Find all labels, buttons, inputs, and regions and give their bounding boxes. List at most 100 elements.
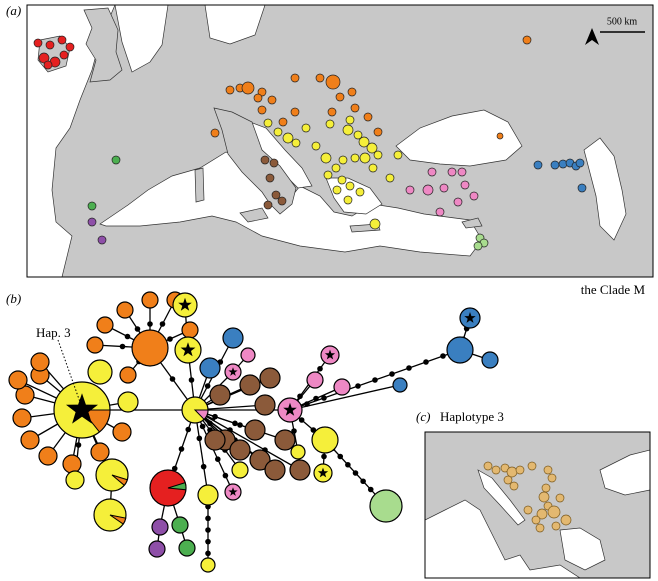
site [311,141,321,151]
site [427,167,437,177]
haplotype [181,321,199,339]
annotation: Hap. 3 [36,325,71,340]
site [577,183,587,193]
site [350,153,360,163]
haplotype [65,470,85,490]
mutation-step [159,321,166,327]
site [337,175,347,185]
caption: the Clade M [581,282,646,297]
site [373,127,383,137]
site [332,185,342,195]
site [355,187,365,197]
star [228,367,238,376]
edge [194,409,234,493]
haplotype [131,329,169,367]
site [560,514,572,526]
site [506,466,518,478]
site [342,124,354,136]
mutation-step [205,538,211,545]
haplotype-slice [167,482,187,491]
mutation-step [205,515,211,522]
mutation-step [75,442,82,448]
haplotype [141,291,159,309]
site [439,183,449,193]
site [331,163,341,173]
site [555,493,565,503]
site [547,505,561,519]
mutation-step [389,371,395,377]
site [522,35,532,45]
site [325,119,335,129]
site [257,87,267,97]
haplotype [259,367,281,389]
site [435,207,445,217]
site [65,42,75,52]
mutation-step [355,383,361,389]
site [315,73,325,83]
mutation-step [119,343,126,350]
haplotype [86,336,104,354]
site [291,138,301,148]
site [260,155,270,165]
site [57,35,67,45]
site [301,123,311,133]
mutation-step [291,428,297,434]
site [253,93,263,103]
star [317,467,329,478]
haplotype [112,422,132,442]
mutation-step [345,461,351,468]
mutation-step [205,527,211,533]
haplotype [178,539,196,557]
star [180,342,196,357]
site [575,158,585,168]
site [345,115,355,125]
site [550,160,560,170]
sample-sites [33,35,587,251]
haplotype [244,419,266,441]
mutation-step [196,435,203,442]
haplotype [231,461,249,479]
site [265,173,275,183]
haplotype [151,518,169,536]
haplotype-network [8,291,499,573]
site [59,50,69,60]
site [269,158,279,168]
frame-a [26,4,654,278]
site [33,38,43,48]
haplotype [311,426,339,454]
star [66,393,98,424]
site [515,465,525,475]
site [97,235,107,245]
haplotype [369,489,403,523]
site [535,523,545,533]
site [457,167,467,177]
site [373,150,383,160]
mutation-step [352,470,359,476]
site [347,87,357,97]
haplotype-slice [109,514,127,525]
panel-label: (c) [416,409,430,424]
mutation-step [367,486,374,493]
mutation-step [298,417,305,423]
mutation-step [171,465,178,472]
haplotype [8,370,28,390]
haplotype [96,316,114,334]
mutation-step [124,333,131,340]
site [503,475,513,485]
haplotype [264,459,286,481]
site [87,201,97,211]
site [278,117,288,127]
site [366,142,378,154]
mutation-step [423,359,429,365]
site [271,190,281,200]
site [43,60,53,70]
site [263,200,273,210]
site [263,118,273,128]
map-c [425,432,650,578]
mutation-step [232,420,238,427]
haplotype [87,359,113,385]
annotation-line [57,339,81,403]
mutation-step [178,446,185,452]
mutation-step [134,326,141,332]
